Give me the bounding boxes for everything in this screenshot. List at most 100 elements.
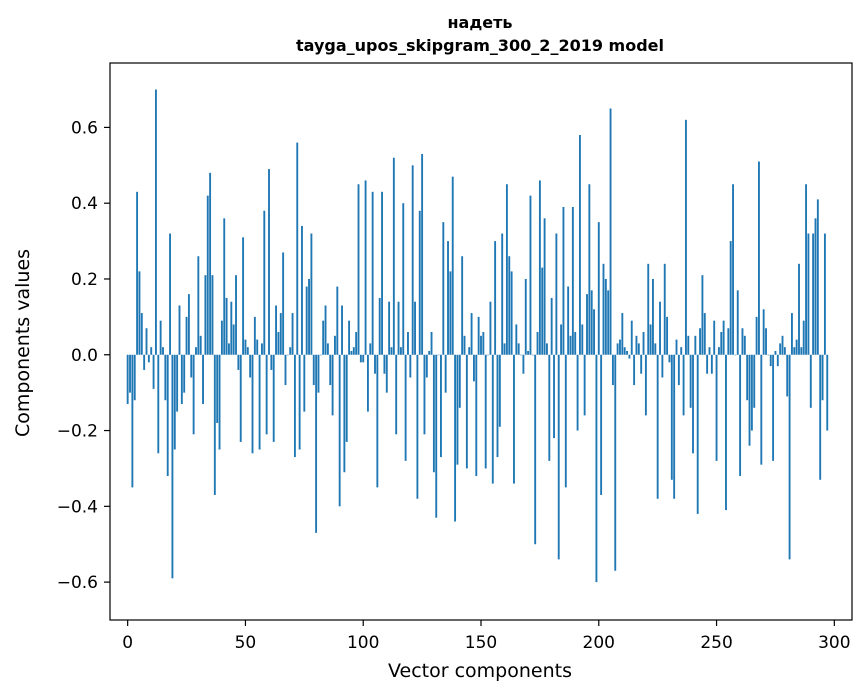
bar-87 bbox=[331, 354, 334, 416]
y-tick-label: −0.2 bbox=[57, 422, 98, 442]
bar-218 bbox=[640, 354, 643, 374]
bar-209 bbox=[619, 339, 621, 355]
bar-260 bbox=[739, 354, 742, 477]
bar-72 bbox=[296, 142, 299, 355]
bar-284 bbox=[795, 339, 798, 355]
bar-234 bbox=[677, 354, 680, 386]
bar-265 bbox=[750, 354, 753, 431]
bar-109 bbox=[383, 354, 386, 374]
bar-99 bbox=[359, 354, 362, 363]
bar-291 bbox=[812, 233, 815, 355]
bar-238 bbox=[687, 335, 690, 355]
bar-155 bbox=[491, 354, 494, 484]
bar-97 bbox=[355, 332, 358, 355]
bar-256 bbox=[729, 241, 732, 355]
bar-53 bbox=[251, 354, 254, 454]
bar-13 bbox=[157, 354, 160, 454]
bar-212 bbox=[626, 350, 628, 355]
bar-41 bbox=[223, 218, 226, 355]
bar-264 bbox=[748, 354, 751, 446]
x-tick-label: 100 bbox=[347, 633, 379, 653]
bar-172 bbox=[531, 354, 534, 356]
bar-148 bbox=[475, 354, 478, 477]
bar-196 bbox=[588, 184, 591, 355]
bar-11 bbox=[152, 354, 155, 389]
bar-156 bbox=[494, 241, 497, 355]
bar-119 bbox=[407, 332, 409, 355]
bar-91 bbox=[341, 305, 343, 355]
bar-261 bbox=[741, 328, 744, 355]
bar-16 bbox=[164, 354, 167, 401]
bar-199 bbox=[595, 354, 598, 583]
bar-46 bbox=[235, 275, 237, 355]
bar-30 bbox=[197, 256, 200, 355]
bar-279 bbox=[783, 347, 786, 355]
bar-0 bbox=[126, 354, 129, 405]
bar-45 bbox=[232, 324, 235, 355]
bar-24 bbox=[183, 354, 186, 393]
bar-133 bbox=[440, 354, 442, 458]
bar-240 bbox=[692, 354, 694, 454]
bar-180 bbox=[550, 297, 553, 355]
bar-276 bbox=[776, 354, 779, 367]
bar-22 bbox=[178, 305, 181, 355]
bar-288 bbox=[805, 184, 807, 355]
bar-89 bbox=[336, 286, 339, 355]
bar-104 bbox=[371, 191, 374, 355]
bar-287 bbox=[802, 320, 805, 355]
bar-19 bbox=[171, 354, 174, 579]
bar-39 bbox=[218, 354, 221, 450]
bar-118 bbox=[404, 354, 407, 461]
bar-71 bbox=[293, 354, 296, 458]
bar-59 bbox=[265, 354, 268, 435]
bar-107 bbox=[378, 297, 381, 355]
bar-226 bbox=[659, 301, 661, 355]
bar-283 bbox=[793, 347, 796, 355]
bar-190 bbox=[574, 332, 577, 355]
bar-114 bbox=[395, 354, 398, 435]
bar-272 bbox=[767, 354, 770, 356]
bar-189 bbox=[571, 206, 574, 355]
bar-244 bbox=[701, 275, 704, 355]
bar-56 bbox=[258, 354, 261, 450]
bar-252 bbox=[720, 332, 723, 355]
bar-173 bbox=[534, 354, 537, 545]
bar-227 bbox=[661, 354, 664, 378]
bar-94 bbox=[348, 320, 351, 355]
bar-216 bbox=[635, 335, 638, 355]
bar-176 bbox=[541, 267, 544, 355]
bar-126 bbox=[423, 354, 426, 435]
bar-157 bbox=[496, 354, 499, 458]
bar-134 bbox=[442, 222, 445, 355]
bar-251 bbox=[717, 347, 720, 355]
bar-12 bbox=[154, 89, 157, 355]
bar-194 bbox=[583, 354, 586, 416]
bar-169 bbox=[524, 278, 527, 355]
x-tick-label: 200 bbox=[583, 633, 615, 653]
bar-137 bbox=[449, 271, 452, 355]
bar-5 bbox=[138, 271, 141, 355]
bar-90 bbox=[338, 354, 341, 507]
bar-294 bbox=[819, 354, 822, 480]
bar-141 bbox=[458, 354, 461, 408]
chart-title: надеть bbox=[447, 13, 512, 32]
bar-192 bbox=[578, 134, 581, 355]
x-tick-label: 0 bbox=[122, 633, 133, 653]
bar-206 bbox=[611, 354, 614, 386]
bar-205 bbox=[609, 108, 612, 355]
bar-266 bbox=[753, 354, 756, 408]
bar-81 bbox=[317, 354, 320, 393]
bar-44 bbox=[230, 301, 233, 355]
bar-124 bbox=[418, 210, 421, 355]
bar-286 bbox=[800, 347, 803, 355]
bar-125 bbox=[421, 153, 424, 355]
bar-31 bbox=[199, 335, 202, 355]
bar-117 bbox=[402, 203, 405, 355]
bar-183 bbox=[557, 354, 560, 560]
bar-51 bbox=[246, 347, 249, 355]
bar-210 bbox=[621, 313, 624, 355]
bar-174 bbox=[536, 332, 539, 355]
bar-161 bbox=[505, 184, 508, 355]
bar-289 bbox=[807, 233, 810, 355]
